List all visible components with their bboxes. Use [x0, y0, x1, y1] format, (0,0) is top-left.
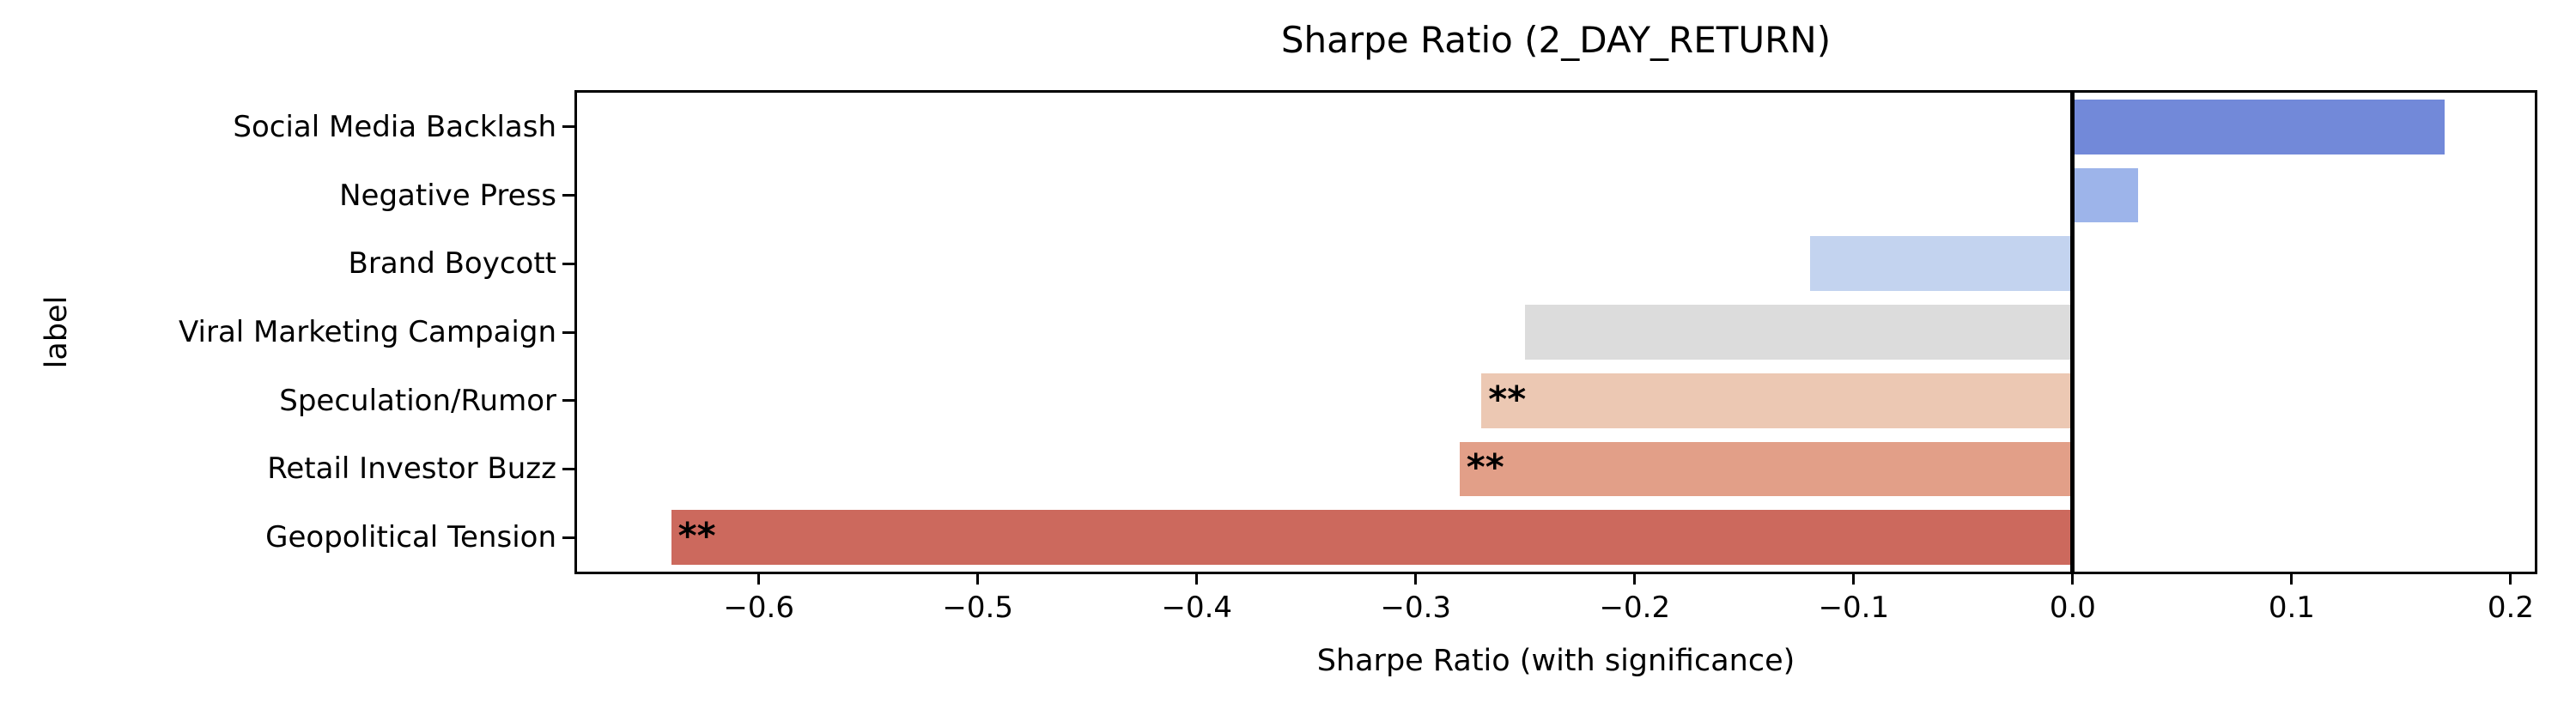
y-tick-mark: [562, 125, 574, 129]
x-tick-label: −0.4: [1161, 591, 1233, 625]
y-tick-mark: [562, 262, 574, 265]
y-tick-label-negative-press: Negative Press: [339, 178, 556, 213]
bar-retail-investor-buzz: **: [1459, 441, 2073, 497]
y-tick-label-brand-boycott: Brand Boycott: [348, 246, 556, 282]
x-tick-mark: [2290, 572, 2293, 585]
x-tick-mark: [1195, 572, 1199, 585]
x-tick-label: 0.2: [2487, 591, 2534, 625]
bar-geopolitical-tension: **: [671, 510, 2073, 566]
plot-area: Social Media Backlash Negative Press Brand…: [179, 90, 2537, 625]
y-tick-label-retail-investor-buzz: Retail Investor Buzz: [267, 451, 556, 487]
x-axis-label: Sharpe Ratio (with significance): [1316, 644, 1795, 678]
y-tick-label-viral-marketing-campaign: Viral Marketing Campaign: [179, 315, 556, 349]
significance-annotation: **: [1488, 378, 1527, 421]
x-tick-mark: [2071, 572, 2075, 585]
bar-negative-press: [2072, 167, 2139, 223]
y-tick-mark: [562, 399, 574, 403]
x-tick-mark: [1852, 572, 1856, 585]
significance-annotation: **: [1466, 445, 1504, 488]
y-tick-mark: [562, 194, 574, 197]
y-tick-mark: [562, 467, 574, 470]
x-tick-label: 0.1: [2268, 591, 2315, 625]
chart-title: Sharpe Ratio (2_DAY_RETURN): [1280, 19, 1832, 61]
zero-reference-line: [2070, 93, 2075, 572]
x-tick-mark: [757, 572, 761, 585]
bar-social-media-backlash: [2072, 99, 2445, 154]
significance-annotation: **: [677, 514, 716, 557]
x-tick-mark: [2509, 572, 2512, 585]
x-tick-mark: [1633, 572, 1637, 585]
y-tick-mark: [562, 330, 574, 334]
y-tick-label-social-media-backlash: Social Media Backlash: [233, 109, 556, 144]
bar-viral-marketing-campaign: [1525, 305, 2073, 360]
x-tick-label: −0.1: [1818, 591, 1890, 625]
y-tick-mark: [562, 536, 574, 539]
x-tick-label: −0.2: [1599, 591, 1671, 625]
y-tick-label-speculation-rumor: Speculation/Rumor: [279, 383, 556, 418]
x-tick-label: 0.0: [2049, 591, 2096, 625]
x-tick-mark: [1414, 572, 1418, 585]
y-tick-label-geopolitical-tension: Geopolitical Tension: [265, 520, 556, 555]
bar-speculation-rumor: **: [1481, 373, 2073, 428]
x-tick-mark: [976, 572, 980, 585]
x-tick-label: −0.5: [942, 591, 1013, 625]
bar-brand-boycott: [1809, 236, 2073, 292]
x-tick-label: −0.6: [723, 591, 794, 625]
x-tick-label: −0.3: [1380, 591, 1452, 625]
